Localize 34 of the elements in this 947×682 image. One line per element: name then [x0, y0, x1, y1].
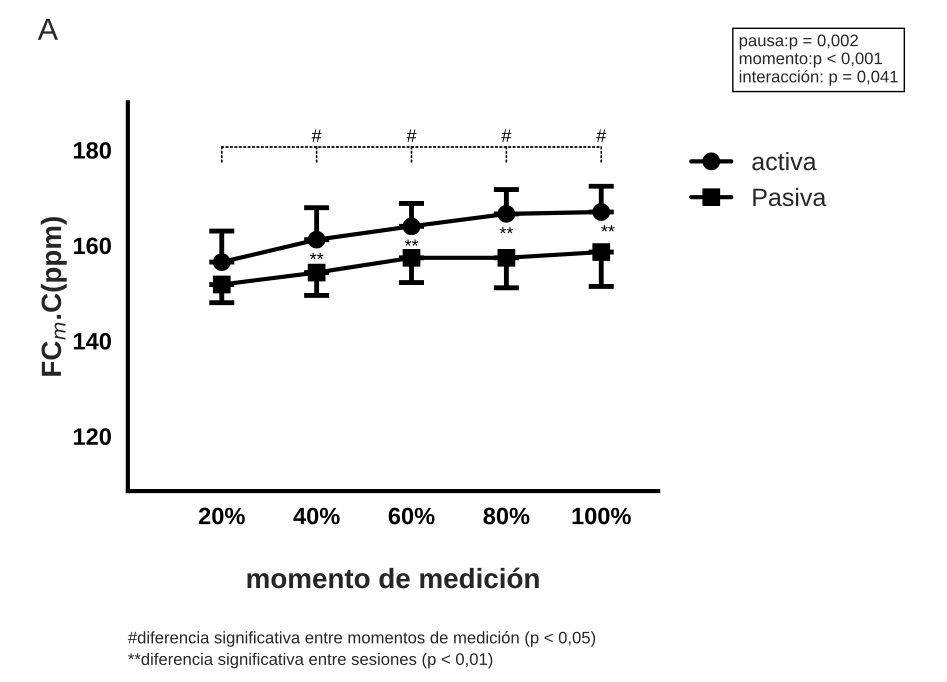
point: [308, 264, 326, 282]
y-tick-label: 180: [74, 142, 111, 159]
x-tick-label: 80%: [483, 508, 530, 524]
point: [592, 203, 610, 221]
x-tick-label: 40%: [293, 508, 340, 524]
annotation: **: [310, 252, 324, 260]
x-tick-label: 100%: [572, 508, 631, 524]
y-tick-label: 120: [74, 428, 111, 445]
x-tick-label: 60%: [388, 508, 435, 524]
x-tick-label: 20%: [198, 508, 245, 524]
annotation: #: [596, 129, 606, 142]
point: [498, 248, 516, 267]
annotation: **: [404, 239, 418, 246]
chart-title: A: [38, 18, 58, 40]
point: [592, 243, 610, 261]
x-axis-title: momento de medición: [247, 568, 539, 588]
point: [308, 230, 326, 249]
text: #diferencia significativa entre momentos de medición (p < 0,05) **diferencia significativa entre sesiones (p < 0,01): [128, 631, 596, 668]
legend-label: activa: [752, 152, 817, 170]
annotation: #: [312, 129, 322, 142]
annotation: **: [500, 227, 514, 234]
y-axis-title: FC$_{m}$.C(ppm): [40, 217, 67, 376]
legend-label: Pasiva: [753, 188, 826, 206]
annotation: #: [406, 129, 416, 142]
point: [212, 276, 231, 294]
annotation: **: [601, 225, 615, 232]
point: [498, 205, 516, 223]
point: [212, 253, 231, 271]
point: [402, 217, 420, 236]
y-tick-label: 140: [74, 332, 111, 350]
y-tick-label: 160: [74, 237, 111, 254]
text: pausa:p = 0,002 momento:p < 0,001 interacción: p = 0,041: [740, 34, 898, 86]
point: [402, 248, 420, 267]
annotation: #: [501, 129, 512, 142]
